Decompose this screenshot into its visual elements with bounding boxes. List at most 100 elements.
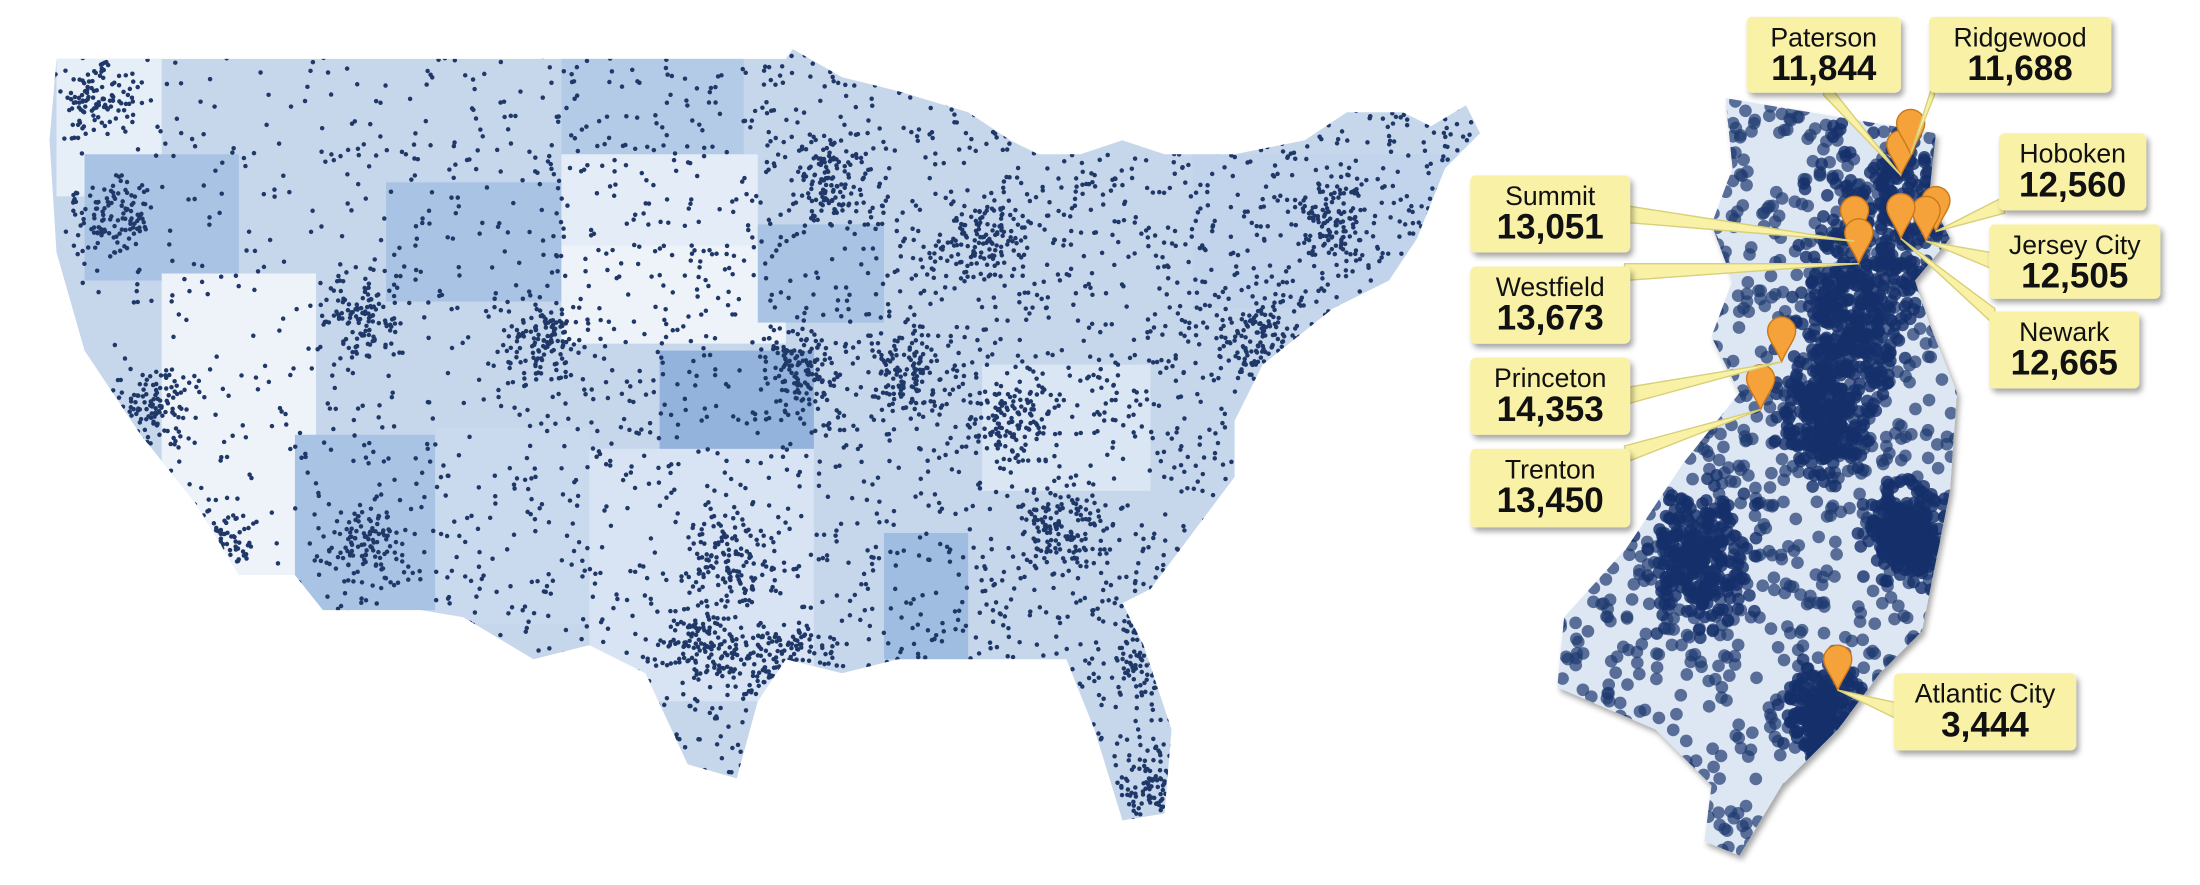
dot [942, 285, 948, 290]
dot [252, 248, 258, 254]
dot [842, 246, 848, 251]
dot [1033, 712, 1039, 718]
dot [1119, 603, 1124, 609]
dot [1017, 337, 1023, 343]
dot [116, 174, 122, 179]
dot [1429, 421, 1434, 426]
dot [1169, 129, 1174, 135]
dot [1319, 824, 1323, 828]
dot [93, 70, 99, 76]
dot [773, 82, 778, 87]
dot [741, 258, 747, 263]
dot [350, 370, 356, 376]
dot [1408, 509, 1414, 515]
dot [1459, 410, 1465, 415]
dot [324, 615, 329, 621]
dot [1262, 296, 1268, 301]
dot [1112, 183, 1117, 188]
dot [839, 618, 845, 624]
dot [467, 434, 472, 440]
dot [967, 425, 972, 430]
dot [935, 82, 940, 88]
dot [803, 798, 808, 804]
dot [106, 230, 112, 236]
dot [685, 103, 690, 108]
dot [1144, 185, 1150, 191]
dot [933, 290, 939, 296]
dot [213, 528, 219, 533]
dot [743, 70, 748, 76]
dot [433, 569, 439, 575]
dot [928, 255, 933, 261]
dot [1223, 701, 1228, 706]
dot [579, 636, 584, 642]
dot [1376, 710, 1381, 716]
dot [1458, 217, 1464, 223]
dot [1092, 678, 1097, 684]
dot [1356, 333, 1361, 339]
dot [839, 720, 844, 725]
dot [122, 356, 128, 361]
dot [788, 696, 793, 701]
dot [158, 549, 164, 554]
dot [205, 723, 210, 728]
dot [262, 363, 268, 369]
dot [1392, 670, 1398, 675]
dot [1235, 67, 1241, 72]
dot [776, 514, 781, 520]
dot [1204, 740, 1209, 745]
dot [666, 463, 671, 469]
dot [445, 370, 451, 376]
dot [403, 152, 409, 157]
dot [352, 511, 357, 516]
dot [664, 577, 669, 583]
dot [1101, 418, 1107, 423]
dot [1149, 718, 1154, 723]
dot [1216, 104, 1222, 110]
dot [399, 541, 405, 547]
dot [1352, 785, 1357, 790]
dot [648, 536, 654, 541]
dot [556, 178, 562, 184]
dot [180, 565, 186, 571]
dot [526, 726, 531, 732]
dot [1235, 252, 1241, 258]
dot [977, 610, 983, 616]
dot [564, 533, 570, 539]
dot [703, 308, 709, 314]
dot [492, 473, 498, 478]
dot [585, 464, 590, 470]
dot [1345, 549, 1350, 555]
dot [1205, 792, 1210, 797]
dot [1445, 266, 1450, 271]
dot [1161, 143, 1167, 148]
dot [681, 692, 686, 697]
dot [894, 747, 900, 753]
dot [407, 96, 413, 102]
dot [565, 203, 570, 208]
dot [1265, 144, 1270, 150]
dot [949, 792, 954, 798]
dot [706, 801, 711, 806]
dot [1205, 189, 1210, 195]
dot [1456, 659, 1461, 664]
dot [451, 175, 456, 181]
dot [701, 346, 706, 351]
dot [227, 547, 233, 553]
dot [137, 185, 142, 191]
dot [1434, 808, 1439, 813]
dot [148, 98, 154, 103]
dot [631, 399, 636, 405]
dot [1122, 201, 1127, 207]
dot [417, 695, 422, 700]
dot [1084, 564, 1089, 569]
dot [948, 333, 954, 339]
dot [84, 87, 90, 93]
dot [1074, 431, 1079, 437]
dot [102, 123, 108, 129]
dot [190, 671, 196, 677]
dot [1091, 722, 1096, 727]
dot [439, 724, 445, 730]
dot [1048, 537, 1054, 543]
dot [1380, 166, 1386, 171]
